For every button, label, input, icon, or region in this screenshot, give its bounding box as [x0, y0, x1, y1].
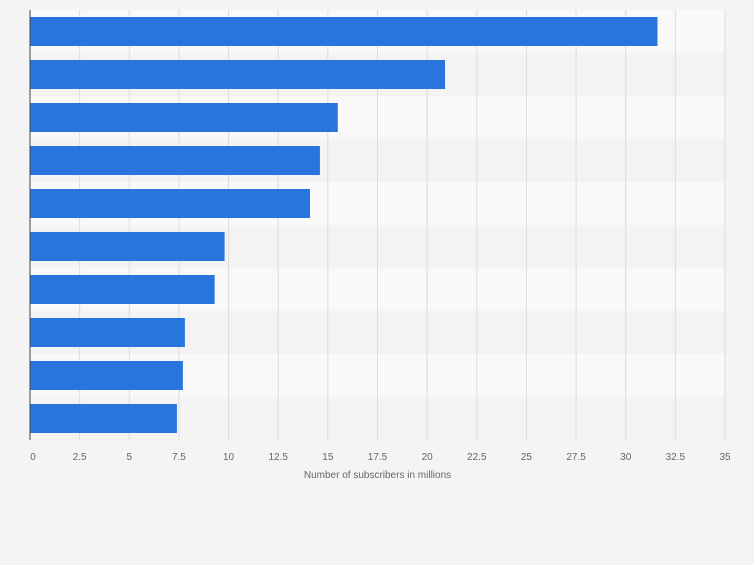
- bar: [30, 404, 177, 433]
- bar: [30, 103, 338, 132]
- x-tick-label: 25: [521, 452, 533, 463]
- bar: [30, 60, 446, 89]
- x-tick-label: 2.5: [73, 452, 87, 463]
- x-tick-label: 22.5: [467, 452, 487, 463]
- x-tick-label: 17.5: [368, 452, 388, 463]
- x-tick-label: 30: [620, 452, 632, 463]
- bars: [30, 17, 658, 433]
- bar: [30, 361, 183, 390]
- x-tick-label: 20: [422, 452, 434, 463]
- bar: [30, 17, 658, 46]
- bar: [30, 275, 215, 304]
- x-tick-label: 27.5: [566, 452, 586, 463]
- x-tick-label: 0: [30, 452, 36, 463]
- x-tick-label: 12.5: [268, 452, 288, 463]
- bar: [30, 189, 310, 218]
- x-tick-label: 32.5: [666, 452, 686, 463]
- bar: [30, 318, 185, 347]
- x-tick-label: 35: [719, 452, 731, 463]
- x-axis-ticks: 0 2.5 5 7.5 10 12.5 15 17.5 20 22.5 25 27.5 30 32.5 35: [30, 452, 731, 463]
- bar: [30, 146, 320, 175]
- x-tick-label: 7.5: [172, 452, 186, 463]
- x-tick-label: 5: [127, 452, 133, 463]
- x-tick-label: 10: [223, 452, 235, 463]
- x-axis-label: Number of subscribers in millions: [304, 470, 451, 481]
- bar: [30, 232, 225, 261]
- x-tick-label: 15: [322, 452, 334, 463]
